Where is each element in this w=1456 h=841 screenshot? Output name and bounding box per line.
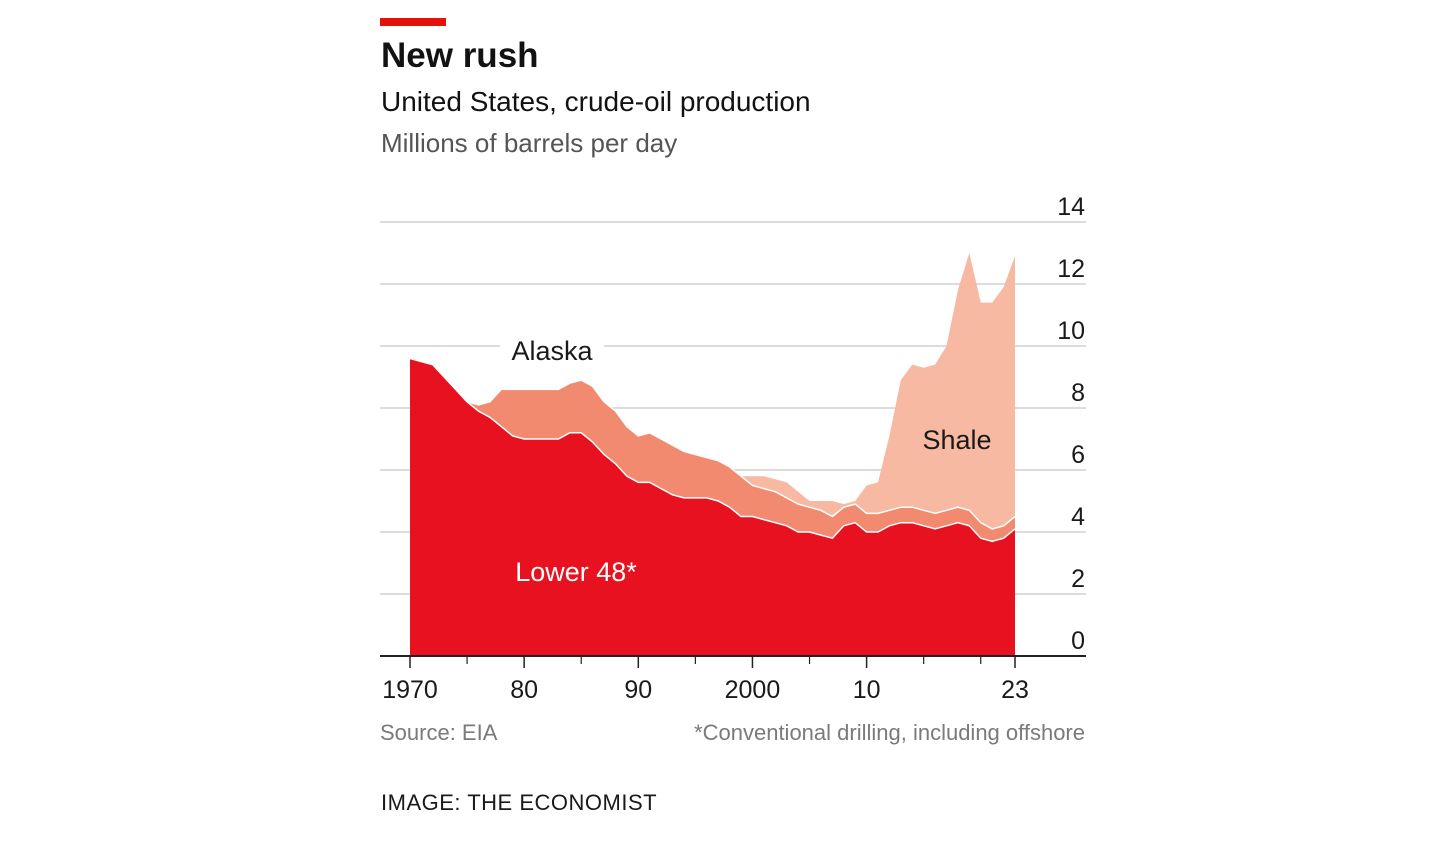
x-tick-label: 90 xyxy=(624,676,652,704)
series-boundary-2 xyxy=(409,357,1016,530)
area-lower-48 xyxy=(410,358,1015,656)
area-shale xyxy=(410,253,1015,529)
x-tick-label: 23 xyxy=(1001,676,1029,704)
y-tick-label: 12 xyxy=(1057,255,1085,283)
annotation-lower-48: Lower 48* xyxy=(515,557,637,587)
annotation-alaska: Alaska xyxy=(511,336,593,366)
y-axis-labels: 0 2 4 6 8 10 12 14 xyxy=(1057,193,1085,655)
x-tick-label: 1970 xyxy=(382,676,438,704)
x-tick-label: 10 xyxy=(853,676,881,704)
chart-subtitle: United States, crude-oil production xyxy=(381,86,811,117)
x-tick-label: 80 xyxy=(510,676,538,704)
y-tick-label: 0 xyxy=(1071,627,1085,655)
annotation-background xyxy=(500,332,604,368)
y-tick-label: 2 xyxy=(1071,565,1085,593)
x-tick-label: 2000 xyxy=(725,676,781,704)
chart-title: New rush xyxy=(381,36,539,75)
y-tick-label: 10 xyxy=(1057,317,1085,345)
y-tick-label: 8 xyxy=(1071,379,1085,407)
area-alaska xyxy=(410,358,1015,542)
source-note: Source: EIA xyxy=(380,720,498,745)
y-tick-label: 14 xyxy=(1057,193,1085,221)
series-boundary-1 xyxy=(409,357,1016,543)
series-annotations: Alaska Shale Lower 48* xyxy=(500,332,992,587)
brand-red-bar xyxy=(380,18,446,26)
image-credit: IMAGE: THE ECONOMIST xyxy=(381,790,658,815)
area-series xyxy=(409,253,1016,656)
y-tick-label: 6 xyxy=(1071,441,1085,469)
chart-units-label: Millions of barrels per day xyxy=(381,128,678,158)
y-tick-label: 4 xyxy=(1071,503,1085,531)
annotation-shale: Shale xyxy=(922,425,991,455)
footnote: *Conventional drilling, including offsho… xyxy=(694,720,1085,745)
x-axis: 1970 80 90 2000 10 23 xyxy=(380,655,1086,704)
